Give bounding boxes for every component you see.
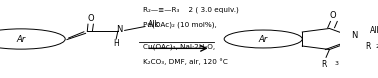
Text: R: R	[322, 60, 327, 69]
Text: R: R	[365, 41, 370, 51]
Text: O: O	[330, 11, 336, 20]
Text: Alk: Alk	[370, 26, 378, 35]
Text: N: N	[116, 25, 122, 34]
Text: R₂—≡—R₃   2 ( 3.0 equiv.): R₂—≡—R₃ 2 ( 3.0 equiv.)	[143, 6, 239, 13]
Text: Ar: Ar	[259, 34, 268, 44]
Text: Ar: Ar	[16, 34, 26, 44]
Text: 2: 2	[375, 44, 378, 49]
Text: 3: 3	[335, 61, 339, 66]
Text: Cu(OAc)₂, NaI·2H₂O,: Cu(OAc)₂, NaI·2H₂O,	[143, 44, 215, 50]
Text: N: N	[352, 31, 358, 40]
Text: Pd(OAc)₂ (10 mol%),: Pd(OAc)₂ (10 mol%),	[143, 22, 216, 28]
Text: K₂CO₃, DMF, air, 120 °C: K₂CO₃, DMF, air, 120 °C	[143, 58, 228, 65]
Text: O: O	[87, 14, 94, 23]
Text: Alk: Alk	[149, 20, 160, 29]
Text: H: H	[113, 39, 119, 48]
